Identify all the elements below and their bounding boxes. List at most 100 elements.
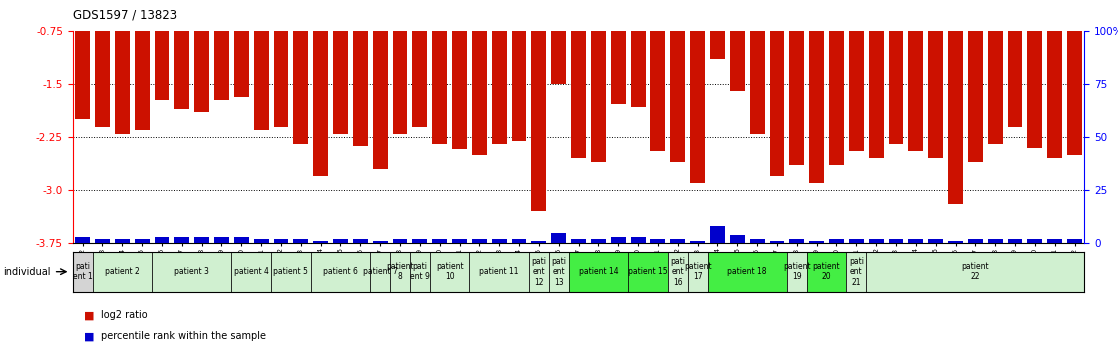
Bar <box>152 252 231 292</box>
Text: patient 14: patient 14 <box>579 267 618 276</box>
Bar <box>1007 31 1023 127</box>
Bar <box>433 31 447 144</box>
Bar <box>789 239 804 243</box>
Bar <box>1067 31 1082 155</box>
Bar <box>789 31 804 166</box>
Text: percentile rank within the sample: percentile rank within the sample <box>101 331 266 341</box>
Bar <box>115 31 130 134</box>
Bar <box>433 239 447 243</box>
Bar <box>470 252 529 292</box>
Text: patient 15: patient 15 <box>628 267 667 276</box>
Bar <box>866 252 1084 292</box>
Bar <box>869 239 883 243</box>
Bar <box>1027 239 1042 243</box>
Bar <box>392 31 407 134</box>
Bar <box>809 241 824 243</box>
Bar <box>730 235 745 243</box>
Bar <box>472 31 486 155</box>
Text: patient 3: patient 3 <box>174 267 209 276</box>
Bar <box>708 252 787 292</box>
Bar <box>551 233 566 243</box>
Bar <box>849 239 864 243</box>
Bar <box>987 239 1003 243</box>
Bar <box>846 252 866 292</box>
Bar <box>809 31 824 183</box>
Bar <box>372 31 388 169</box>
Bar <box>410 252 429 292</box>
Bar <box>271 252 311 292</box>
Bar <box>1027 31 1042 148</box>
Bar <box>889 31 903 144</box>
Bar <box>134 239 150 243</box>
Bar <box>274 239 288 243</box>
Text: pati
ent
21: pati ent 21 <box>849 257 864 287</box>
Bar <box>154 31 170 100</box>
Bar <box>730 31 745 91</box>
Text: patient 4: patient 4 <box>234 267 268 276</box>
Bar <box>909 31 923 151</box>
Bar <box>671 239 685 243</box>
Bar <box>987 31 1003 144</box>
Text: patient 11: patient 11 <box>480 267 519 276</box>
Bar <box>492 31 506 144</box>
Bar <box>849 31 864 151</box>
Bar <box>571 31 586 158</box>
Bar <box>413 239 427 243</box>
Text: pati
ent
13: pati ent 13 <box>551 257 566 287</box>
Text: patient 2: patient 2 <box>105 267 140 276</box>
Bar <box>472 239 486 243</box>
Bar <box>1048 31 1062 158</box>
Bar <box>928 31 944 158</box>
Bar <box>313 31 328 176</box>
Bar <box>968 239 983 243</box>
Text: patient
19: patient 19 <box>783 262 811 282</box>
Bar <box>353 31 368 146</box>
Text: patient
17: patient 17 <box>684 262 711 282</box>
Bar <box>231 252 271 292</box>
Bar <box>830 239 844 243</box>
Text: patient
22: patient 22 <box>961 262 989 282</box>
Bar <box>115 239 130 243</box>
Bar <box>551 31 566 84</box>
Text: pati
ent
16: pati ent 16 <box>671 257 685 287</box>
Bar <box>928 239 944 243</box>
Bar <box>313 241 328 243</box>
Bar <box>909 239 923 243</box>
Text: pati
ent
12: pati ent 12 <box>531 257 547 287</box>
Bar <box>1048 239 1062 243</box>
Bar <box>134 31 150 130</box>
Bar <box>333 31 348 134</box>
Bar <box>234 31 248 97</box>
Bar <box>610 31 626 104</box>
Bar <box>631 31 645 107</box>
Text: pati
ent 1: pati ent 1 <box>73 262 93 282</box>
Bar <box>392 239 407 243</box>
Bar <box>750 239 765 243</box>
Bar <box>512 31 527 141</box>
Bar <box>195 237 209 243</box>
Bar <box>413 31 427 127</box>
Bar <box>651 31 665 151</box>
Bar <box>710 31 724 59</box>
Bar <box>549 252 569 292</box>
Bar <box>234 237 248 243</box>
Bar <box>492 239 506 243</box>
Text: log2 ratio: log2 ratio <box>101 310 148 321</box>
Bar <box>512 239 527 243</box>
Text: individual: individual <box>3 267 50 277</box>
Bar <box>372 241 388 243</box>
Bar <box>353 239 368 243</box>
Bar <box>73 252 93 292</box>
Bar <box>671 31 685 162</box>
Bar <box>710 226 724 243</box>
Bar <box>787 252 807 292</box>
Bar <box>869 31 883 158</box>
Bar <box>254 31 268 130</box>
Bar <box>293 239 309 243</box>
Bar <box>1067 239 1082 243</box>
Bar <box>948 241 963 243</box>
Bar <box>93 252 152 292</box>
Bar <box>274 31 288 127</box>
Bar <box>571 239 586 243</box>
Bar <box>750 31 765 134</box>
